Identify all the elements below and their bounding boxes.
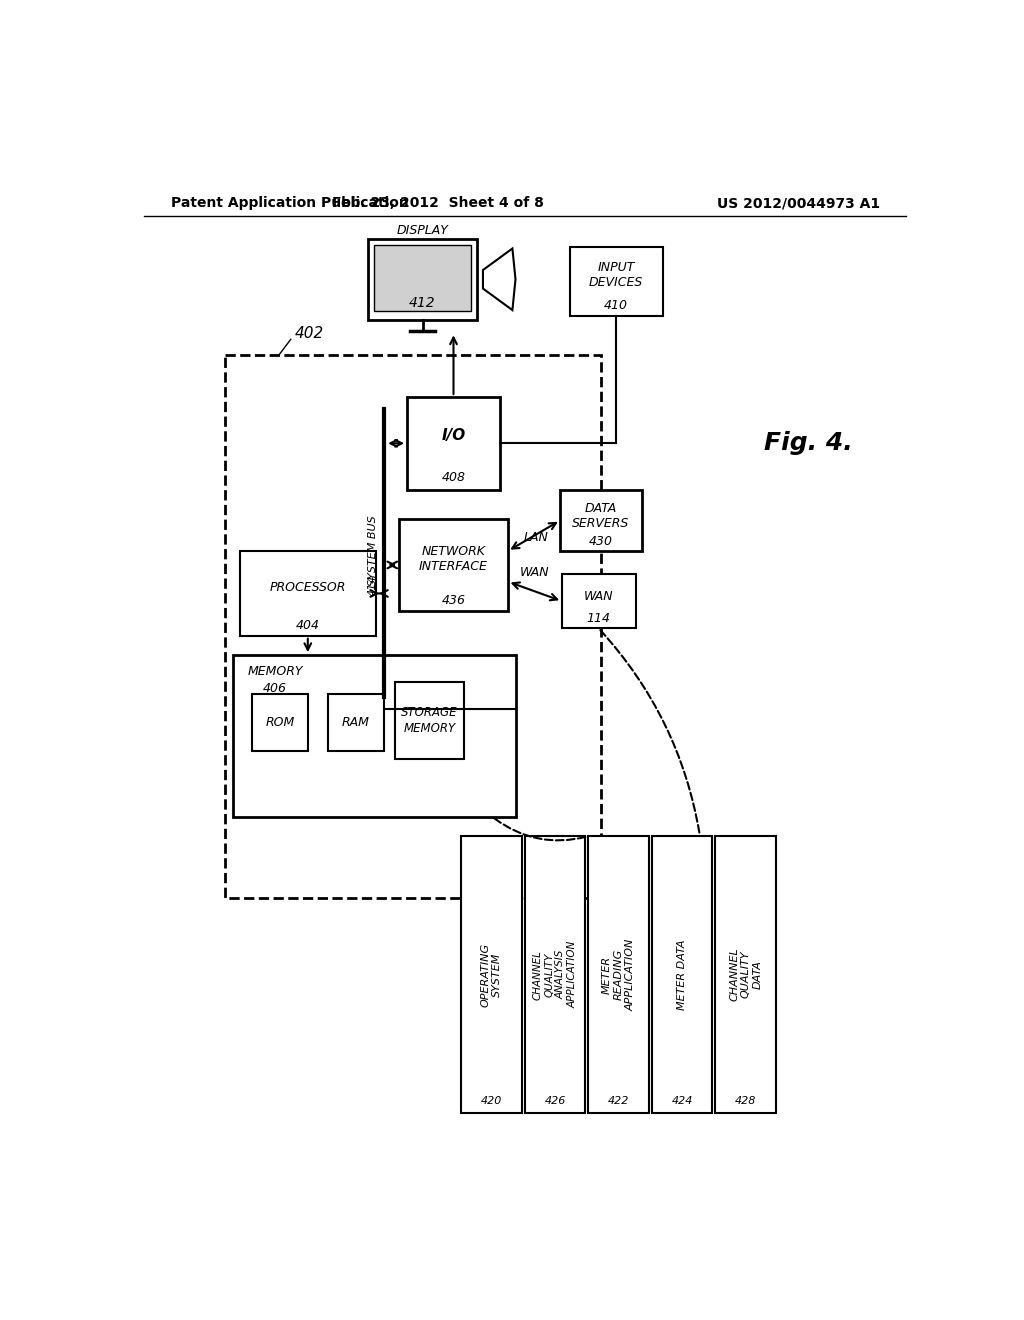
Bar — [328, 693, 384, 751]
Text: DISPLAY: DISPLAY — [396, 223, 449, 236]
Text: 426: 426 — [545, 1096, 565, 1106]
Text: CHANNEL
QUALITY
DATA: CHANNEL QUALITY DATA — [729, 948, 762, 1002]
Text: Fig. 4.: Fig. 4. — [764, 432, 852, 455]
Text: 410: 410 — [604, 298, 629, 312]
Text: 114: 114 — [587, 612, 610, 626]
Bar — [461, 836, 521, 1113]
Text: 412: 412 — [410, 296, 436, 310]
Bar — [560, 490, 642, 552]
Bar — [407, 397, 500, 490]
Bar — [399, 519, 508, 611]
Text: 430: 430 — [589, 536, 612, 548]
Text: 428: 428 — [735, 1096, 757, 1106]
Text: OPERATING
SYSTEM: OPERATING SYSTEM — [480, 942, 503, 1007]
Bar — [241, 552, 376, 636]
Text: INPUT
DEVICES: INPUT DEVICES — [589, 261, 643, 289]
Text: CHANNEL
QUALITY
ANALYSIS
APPLICATION: CHANNEL QUALITY ANALYSIS APPLICATION — [532, 941, 578, 1008]
Text: STORAGE
MEMORY: STORAGE MEMORY — [401, 706, 458, 734]
Text: LAN: LAN — [523, 531, 548, 544]
Bar — [589, 836, 649, 1113]
Text: 406: 406 — [263, 682, 288, 696]
Text: MEMORY: MEMORY — [248, 665, 303, 678]
Text: 414: 414 — [368, 576, 378, 597]
Bar — [569, 247, 663, 317]
Text: ROM: ROM — [265, 715, 295, 729]
Bar — [369, 239, 477, 321]
Bar — [225, 355, 601, 898]
Text: 408: 408 — [441, 471, 466, 483]
Text: 436: 436 — [441, 594, 466, 607]
Text: 422: 422 — [608, 1096, 630, 1106]
Text: US 2012/0044973 A1: US 2012/0044973 A1 — [717, 197, 880, 210]
Text: DATA
SERVERS: DATA SERVERS — [572, 502, 630, 529]
Text: 424: 424 — [672, 1096, 693, 1106]
Text: Patent Application Publication: Patent Application Publication — [171, 197, 409, 210]
Bar — [395, 682, 464, 759]
Bar — [524, 836, 586, 1113]
Bar — [232, 655, 515, 817]
Text: WAN: WAN — [584, 590, 613, 603]
Text: 402: 402 — [295, 326, 324, 342]
Text: PROCESSOR: PROCESSOR — [269, 581, 346, 594]
Text: Feb. 23, 2012  Sheet 4 of 8: Feb. 23, 2012 Sheet 4 of 8 — [332, 197, 544, 210]
Bar — [716, 836, 776, 1113]
Text: RAM: RAM — [342, 715, 370, 729]
Text: 420: 420 — [481, 1096, 502, 1106]
Text: NETWORK
INTERFACE: NETWORK INTERFACE — [419, 545, 488, 573]
Bar — [375, 246, 471, 312]
Text: METER DATA: METER DATA — [677, 940, 687, 1010]
Text: WAN: WAN — [520, 566, 550, 579]
Bar — [652, 836, 713, 1113]
Text: 404: 404 — [296, 619, 319, 631]
Text: I/O: I/O — [441, 428, 466, 444]
Bar — [562, 574, 636, 628]
Bar — [252, 693, 308, 751]
Text: SYSTEM BUS: SYSTEM BUS — [368, 516, 378, 586]
Text: METER
READING
APPLICATION: METER READING APPLICATION — [602, 939, 635, 1011]
